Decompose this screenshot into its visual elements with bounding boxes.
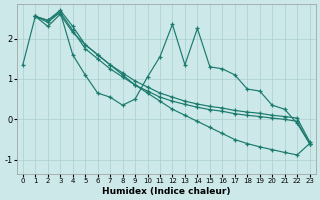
X-axis label: Humidex (Indice chaleur): Humidex (Indice chaleur)	[102, 187, 230, 196]
